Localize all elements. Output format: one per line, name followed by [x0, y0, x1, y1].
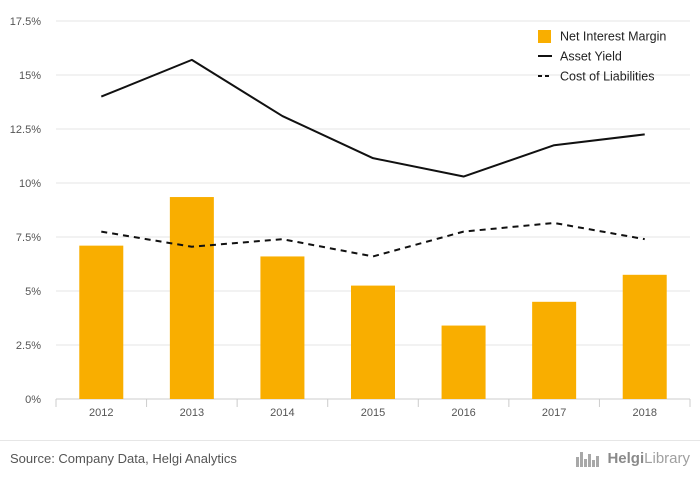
y-tick-label: 12.5% [10, 124, 41, 136]
x-tick-label: 2016 [451, 407, 475, 419]
brand-logo: HelgiLibrary [575, 449, 690, 467]
y-tick-label: 15% [19, 70, 41, 82]
x-tick-label: 2015 [361, 407, 385, 419]
y-tick-label: 0% [25, 394, 41, 406]
y-axis: 0% 2.5% 5% 7.5% 10% 12.5% 15% 17.5% [10, 16, 41, 406]
bar [532, 301, 577, 399]
legend-label: Cost of Liabilities [560, 70, 655, 84]
brand-name: HelgiLibrary [607, 449, 690, 467]
x-tick-label: 2018 [632, 407, 656, 419]
cost-of-liabilities-line [101, 221, 645, 258]
footer: Source: Company Data, Helgi Analytics He… [0, 440, 700, 484]
bar-series [79, 197, 667, 399]
asset-yield-line [100, 58, 645, 178]
bar [169, 197, 214, 399]
source-note: Source: Company Data, Helgi Analytics [10, 451, 237, 466]
x-tick-label: 2012 [89, 407, 113, 419]
skyline-icon [576, 452, 600, 467]
y-tick-label: 2.5% [16, 340, 41, 352]
bar [260, 256, 305, 399]
bar [441, 325, 486, 399]
x-tick-label: 2014 [270, 407, 294, 419]
x-axis: 2012 2013 2014 2015 2016 2017 2018 [55, 399, 691, 419]
legend-label: Asset Yield [560, 50, 622, 64]
x-tick-label: 2017 [542, 407, 566, 419]
y-tick-label: 17.5% [10, 16, 41, 28]
legend-swatch [538, 30, 551, 43]
bar [351, 285, 395, 399]
bar [622, 274, 667, 399]
bar [79, 245, 124, 399]
y-tick-label: 7.5% [16, 232, 41, 244]
legend: Net Interest Margin Asset Yield Cost of Li… [538, 30, 666, 84]
legend-label: Net Interest Margin [560, 30, 666, 44]
y-tick-label: 5% [25, 286, 41, 298]
chart: 0%2.5%5%7.5%10%12.5%15%17.5% 2012 2013 201… [10, 16, 691, 419]
y-tick-label: 10% [19, 178, 41, 190]
line-series [100, 58, 645, 258]
x-tick-label: 2013 [180, 407, 204, 419]
